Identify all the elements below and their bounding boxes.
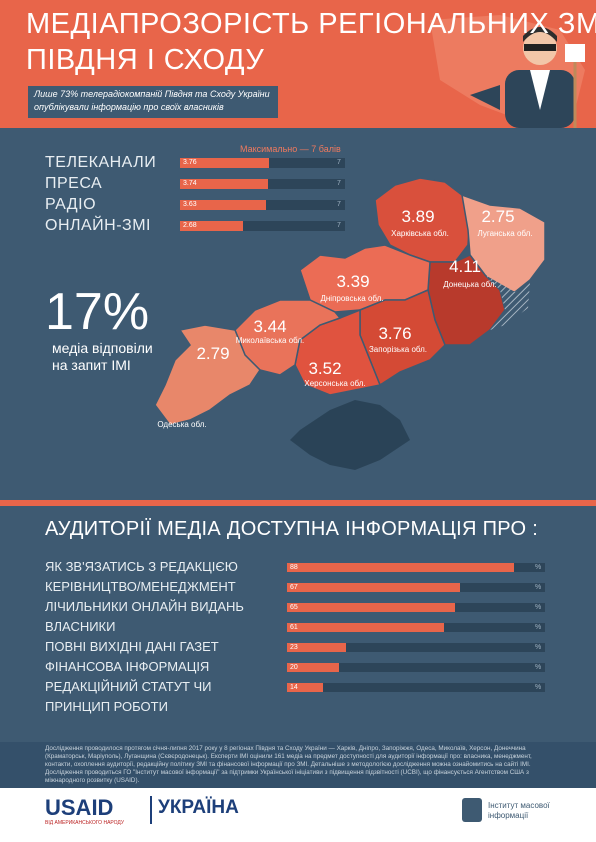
category-label: КЕРІВНИЦТВО/МЕНЕДЖМЕНТ [45, 579, 236, 594]
footer-text: Дослідження проводиться ГО "Інститут мас… [45, 769, 529, 784]
bar [287, 683, 324, 692]
bar [287, 603, 455, 612]
value-label: 61 [290, 624, 298, 631]
illustration [430, 15, 585, 128]
value-label: 3.63 [183, 201, 197, 208]
region-shape [461, 193, 546, 293]
region-name: Херсонська обл. [304, 379, 365, 388]
value-label: 14 [290, 684, 298, 691]
value-label: 20 [290, 664, 298, 671]
bar [180, 221, 244, 231]
logo-divider [150, 796, 152, 824]
value-label: 3.74 [183, 180, 197, 187]
bar-track [287, 643, 545, 652]
bar-track [287, 683, 545, 692]
value-label: 88 [290, 564, 298, 571]
category-label: РЕДАКЦІЙНИЙ СТАТУТ ЧИ ПРИНЦИП РОБОТИ [45, 679, 212, 714]
logo-band [0, 788, 596, 842]
region-name: Запорізька обл. [369, 345, 427, 354]
region-value: 2.75 [481, 207, 514, 226]
region-value: 3.52 [308, 359, 341, 378]
occupied-area [485, 275, 530, 330]
bar-track [287, 663, 545, 672]
logo-text: USAID [45, 795, 114, 820]
max-value: 7 [337, 159, 341, 166]
logo-text: ВІД АМЕРИКАНСЬКОГО НАРОДУ [45, 820, 125, 826]
subtitle-box [28, 86, 278, 118]
footer-text: Дослідження проводилося протягом січня-л… [45, 745, 532, 768]
logo-text: Інститут масової [488, 801, 550, 810]
footer-band [0, 742, 596, 788]
region-value: 2.79 [196, 344, 229, 363]
subtitle: Лише 73% телерадіокомпаній Півдня та Схо… [34, 89, 270, 99]
stat-text: медіа відповіли [52, 340, 153, 356]
bar-track [180, 221, 345, 231]
max-value: 7 [337, 201, 341, 208]
region-shape [154, 324, 261, 426]
bar [180, 158, 269, 168]
region-shape [374, 177, 471, 263]
value-label: 3.76 [183, 159, 197, 166]
map [154, 177, 546, 470]
bar [287, 643, 347, 652]
unit-label: % [535, 664, 542, 671]
unit-label: % [535, 564, 542, 571]
title: ПІВДНЯ І СХОДУ [26, 44, 265, 76]
region-value: 3.89 [401, 207, 434, 226]
logo-text: УКРАЇНА [158, 797, 239, 818]
crimea [290, 400, 410, 470]
max-label: Максимально — 7 балів [240, 144, 341, 154]
region-name: Луганська обл. [477, 229, 532, 238]
region-name: Одеська обл. [157, 420, 206, 429]
region-value: 3.44 [253, 317, 286, 336]
category-label: ПРЕСА [45, 175, 103, 192]
stat-value: 17% [45, 283, 150, 341]
region-value: 3.76 [378, 324, 411, 343]
region-name: Миколаївська обл. [236, 336, 305, 345]
value-label: 67 [290, 584, 298, 591]
category-label: ОНЛАЙН-ЗМІ [45, 217, 151, 234]
category-label: ВЛАСНИКИ [45, 619, 116, 634]
logo-text: інформації [488, 811, 529, 820]
region-value: 4.11 [449, 257, 481, 276]
category-label: ФІНАНСОВА ІНФОРМАЦІЯ [45, 659, 210, 674]
bar [287, 623, 445, 632]
unit-label: % [535, 584, 542, 591]
region-name: Донецька обл. [443, 280, 496, 289]
bar [180, 179, 269, 189]
logo-mark [462, 798, 482, 822]
separator [0, 500, 596, 506]
max-value: 7 [337, 222, 341, 229]
category-label: ПОВНІ ВИХІДНІ ДАНІ ГАЗЕТ [45, 639, 219, 654]
bar [180, 200, 266, 210]
bar [287, 663, 339, 672]
bar [287, 583, 460, 592]
unit-label: % [535, 624, 542, 631]
bar [287, 563, 515, 572]
unit-label: % [535, 684, 542, 691]
region-name: Харківська обл. [391, 229, 449, 238]
subtitle: опублікували інформацію про своїх власни… [34, 102, 224, 112]
stat-text: на запит ІМІ [52, 357, 131, 373]
region-shape [299, 244, 431, 313]
category-label: ЛІЧИЛЬНИКИ ОНЛАЙН ВИДАНЬ [45, 599, 244, 614]
region-value: 3.39 [336, 272, 369, 291]
category-label: ЯК ЗВ'ЯЗАТИСЬ З РЕДАКЦІЄЮ [45, 559, 238, 574]
title: МЕДІАПРОЗОРІСТЬ РЕГІОНАЛЬНИХ ЗМІ [26, 8, 596, 40]
unit-label: % [535, 604, 542, 611]
value-label: 23 [290, 644, 298, 651]
max-value: 7 [337, 180, 341, 187]
section-title: АУДИТОРІЇ МЕДІА ДОСТУПНА ІНФОРМАЦІЯ ПРО … [45, 518, 539, 540]
unit-label: % [535, 644, 542, 651]
category-label: ТЕЛЕКАНАЛИ [45, 154, 157, 171]
value-label: 65 [290, 604, 298, 611]
region-name: Дніпровська обл. [320, 294, 383, 303]
category-label: РАДІО [45, 196, 97, 213]
value-label: 2.68 [183, 222, 197, 229]
